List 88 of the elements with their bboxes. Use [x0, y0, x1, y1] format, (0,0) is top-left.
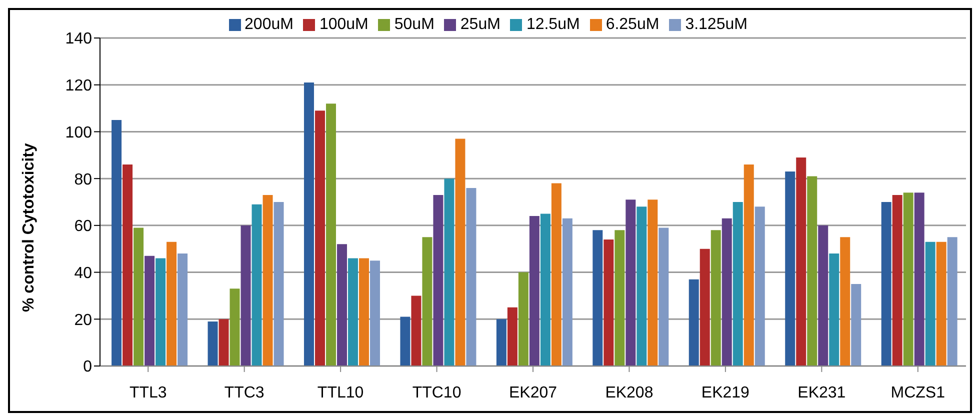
- bar: [648, 200, 658, 366]
- bar: [636, 206, 647, 366]
- bar: [936, 242, 946, 366]
- legend-label: 25uM: [460, 16, 500, 33]
- bar: [122, 164, 133, 366]
- x-tick-label: MCZS1: [890, 384, 946, 402]
- x-tick-label: EK207: [508, 384, 558, 402]
- bar: [240, 225, 251, 366]
- y-tick-label: 0: [83, 358, 92, 376]
- bar: [914, 192, 924, 366]
- bar: [466, 188, 476, 366]
- y-tick-label: 60: [74, 218, 92, 236]
- bar: [614, 230, 625, 366]
- bar: [166, 242, 177, 366]
- bar: [688, 279, 699, 366]
- bar: [754, 206, 765, 366]
- bar: [744, 164, 754, 366]
- x-tick-label: TTL10: [317, 384, 364, 402]
- bar: [274, 202, 284, 366]
- bar: [370, 260, 380, 366]
- bar: [444, 178, 454, 366]
- bar: [326, 104, 336, 366]
- bar: [710, 230, 721, 366]
- bar: [411, 296, 422, 366]
- x-tick-label: EK219: [701, 384, 750, 402]
- bar: [455, 138, 466, 366]
- bar: [208, 321, 218, 366]
- legend-label: 3.125uM: [685, 16, 748, 33]
- bar: [178, 254, 188, 366]
- y-tick-label: 40: [74, 264, 92, 282]
- legend-label: 200uM: [244, 16, 294, 33]
- x-tick-label: TTC3: [224, 384, 264, 402]
- bar: [518, 272, 528, 366]
- y-axis-title: % control Cytotoxicity: [20, 142, 38, 312]
- x-tick-label: TTL3: [129, 384, 167, 402]
- legend-label: 50uM: [394, 16, 434, 33]
- y-tick-label: 20: [74, 312, 92, 329]
- bar: [903, 192, 914, 366]
- bar: [947, 237, 958, 366]
- y-tick-label: 140: [65, 30, 92, 48]
- y-tick-label: 80: [74, 171, 92, 188]
- bar: [262, 194, 273, 366]
- bar: [336, 244, 347, 366]
- bar: [881, 202, 892, 366]
- bar: [144, 256, 155, 366]
- bar: [604, 239, 614, 366]
- x-tick-label: EK231: [798, 384, 846, 402]
- legend-label: 12.5uM: [526, 16, 580, 33]
- bar: [592, 230, 603, 366]
- bar: [562, 218, 572, 366]
- bar: [507, 307, 518, 366]
- bar: [829, 254, 840, 366]
- bar: [785, 172, 796, 366]
- bar: [358, 258, 369, 366]
- bar: [252, 204, 262, 366]
- bar: [400, 316, 410, 366]
- y-tick-label: 100: [65, 124, 92, 142]
- bar: [796, 157, 806, 366]
- bar: [732, 202, 743, 366]
- bar: [840, 237, 850, 366]
- bar: [892, 194, 902, 366]
- legend-label: 100uM: [319, 16, 368, 33]
- bar: [626, 200, 636, 366]
- bar: [807, 176, 818, 366]
- bar: [218, 319, 229, 366]
- bar: [156, 258, 166, 366]
- bar: [658, 228, 669, 366]
- y-tick-label: 120: [65, 78, 92, 95]
- bar: [134, 228, 144, 366]
- bar: [304, 82, 314, 366]
- bar: [112, 120, 122, 366]
- bar: [851, 284, 862, 366]
- legend-label: 6.25uM: [606, 16, 660, 33]
- bar: [348, 258, 358, 366]
- bar: [314, 110, 325, 366]
- bar: [925, 242, 936, 366]
- x-tick-label: EK208: [605, 384, 654, 402]
- bar: [540, 214, 550, 366]
- bar: [818, 225, 828, 366]
- bar: [551, 183, 562, 366]
- bar: [700, 248, 710, 366]
- bar: [230, 288, 240, 366]
- bar: [433, 194, 444, 366]
- bar: [496, 319, 506, 366]
- bar: [722, 218, 732, 366]
- bar: [422, 237, 432, 366]
- x-tick-label: TTC10: [412, 384, 462, 402]
- bar: [529, 216, 540, 366]
